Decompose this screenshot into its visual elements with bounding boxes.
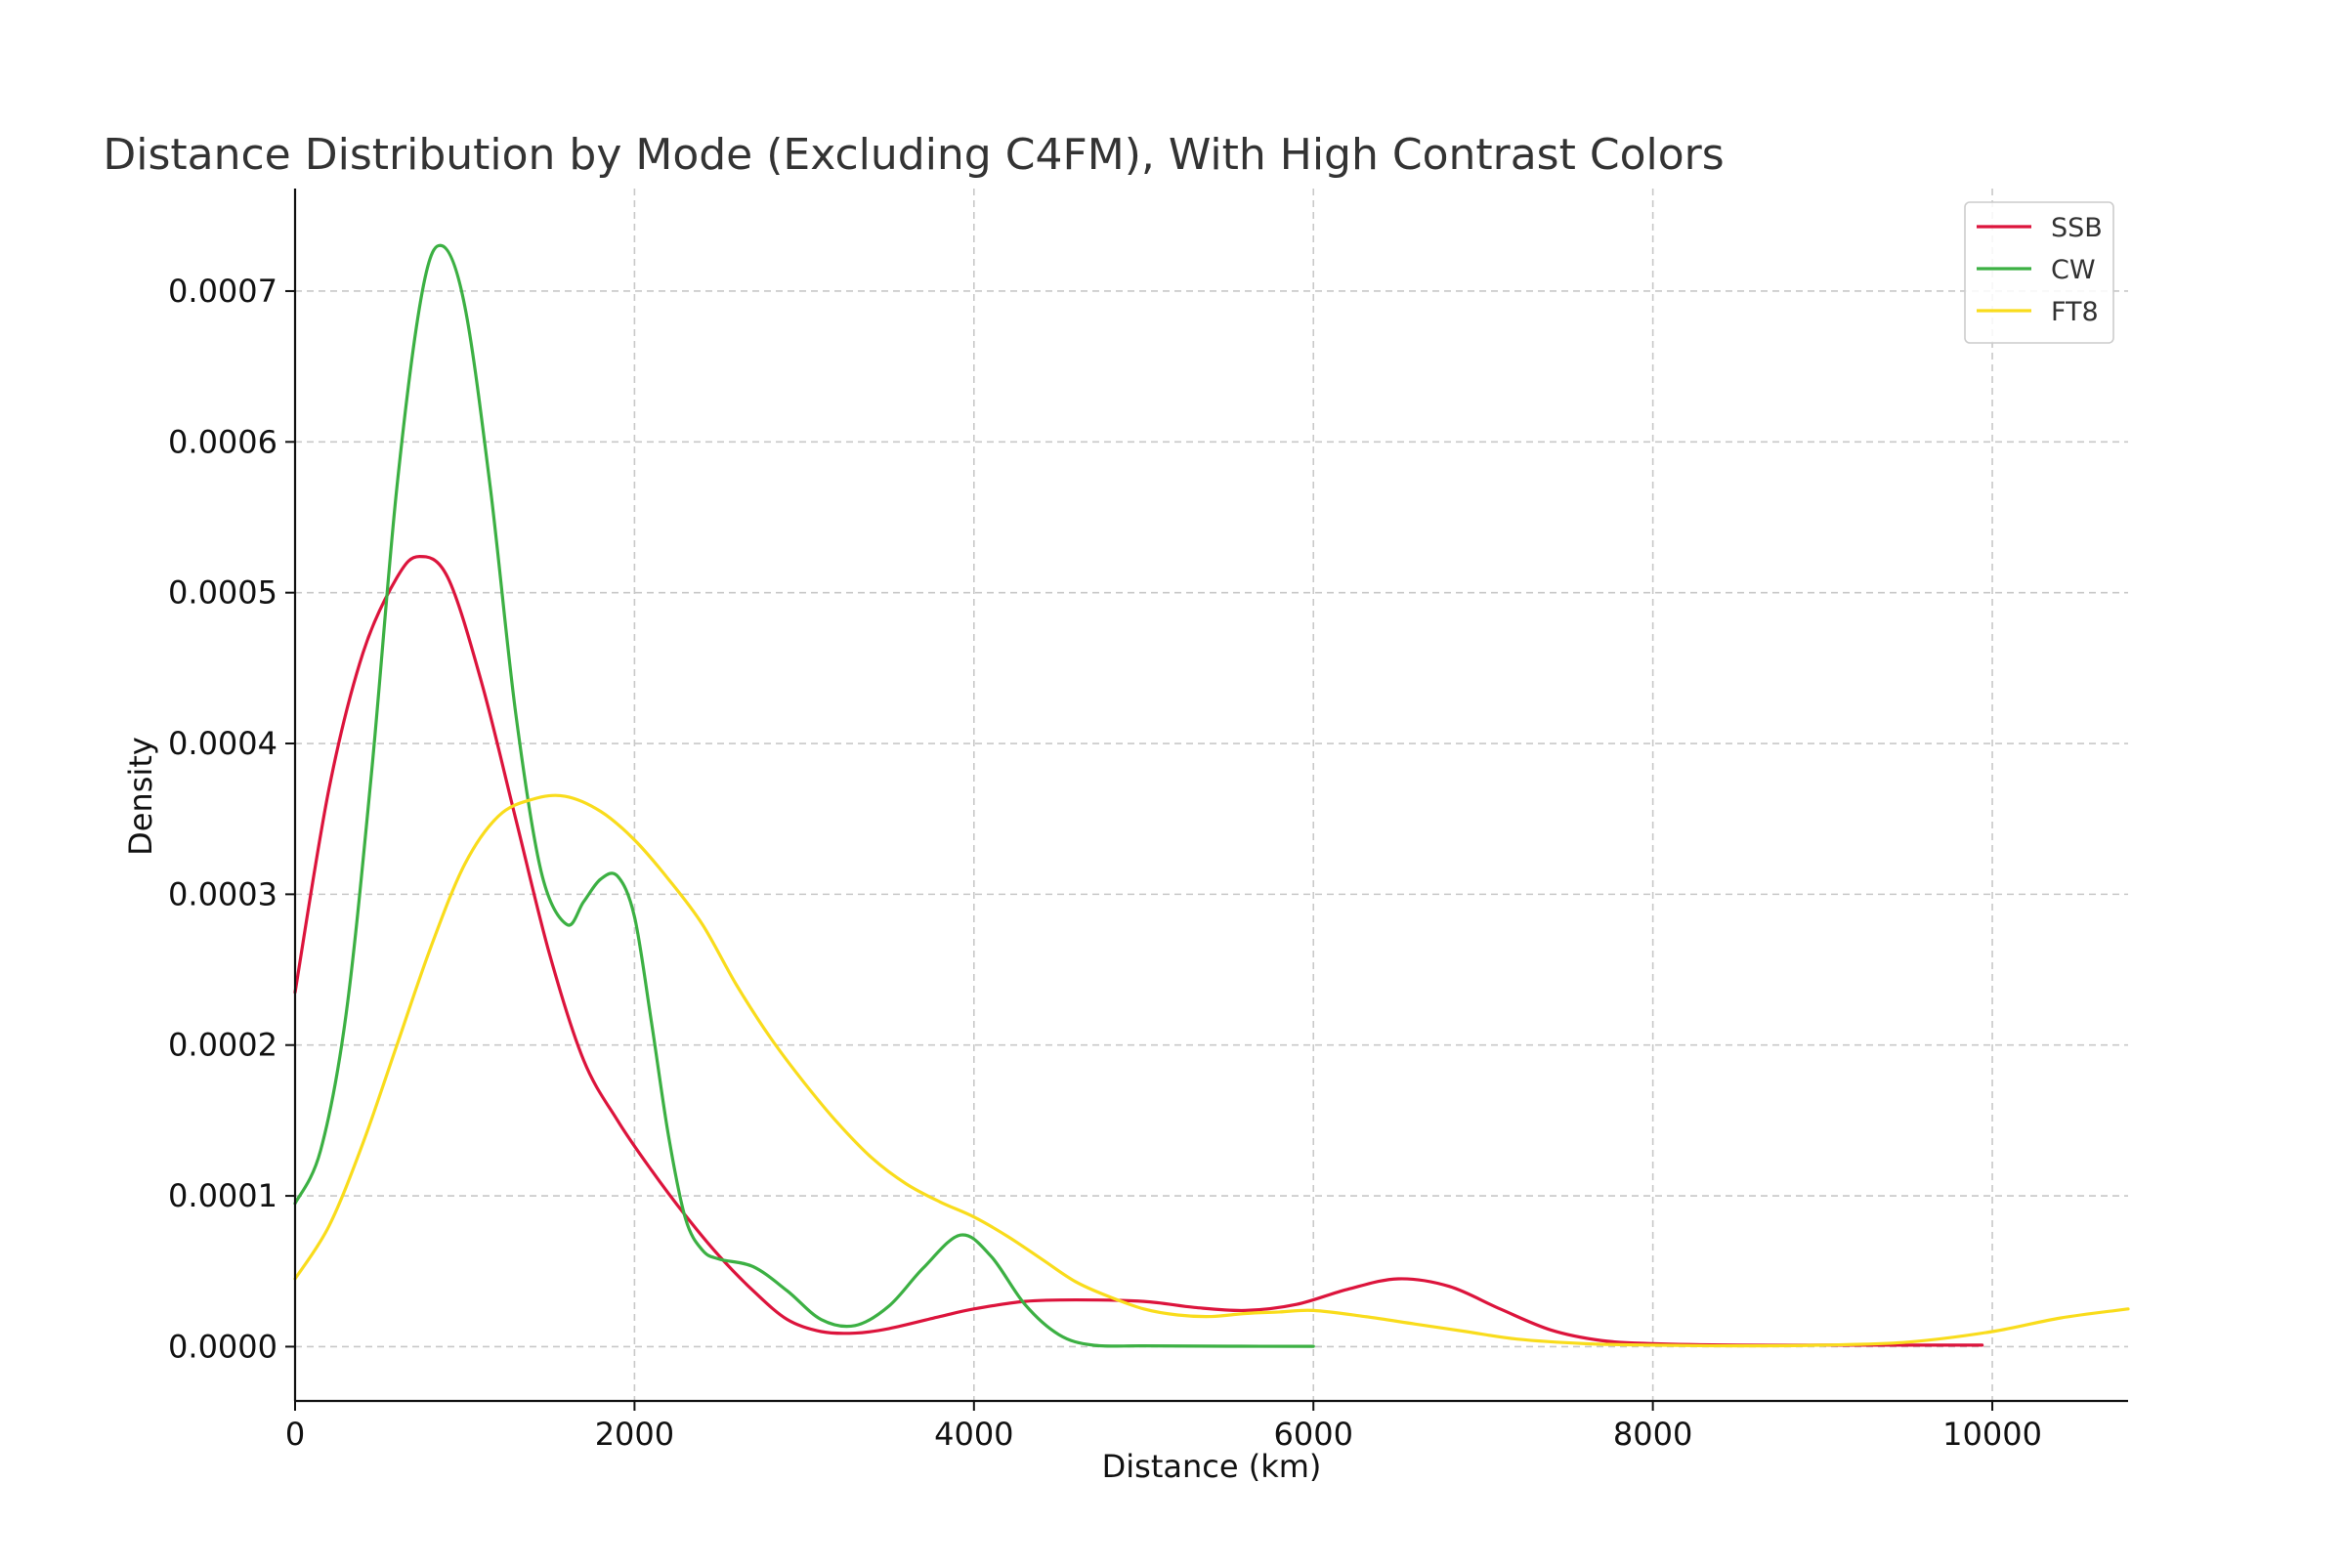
x-tick-label: 8000 <box>1613 1416 1692 1453</box>
legend-label-cw: CW <box>2051 255 2096 285</box>
y-tick-label: 0.0001 <box>168 1177 277 1214</box>
series-line-ssb <box>293 555 1984 1347</box>
series-layer <box>293 243 2130 1348</box>
x-tick-label: 2000 <box>595 1416 674 1453</box>
axes-layer <box>293 189 2128 1403</box>
chart-title: Distance Distribution by Mode (Excluding… <box>103 130 1724 180</box>
y-tick-label: 0.0004 <box>168 725 277 762</box>
y-tick-label: 0.0006 <box>168 423 277 460</box>
series-line-ft8 <box>293 793 2130 1348</box>
x-tick-label: 6000 <box>1274 1416 1353 1453</box>
legend-box <box>1964 201 2114 344</box>
legend-label-ssb: SSB <box>2051 213 2103 243</box>
grid-layer <box>294 189 2128 1401</box>
legend: SSB CW FT8 <box>1964 201 2114 344</box>
x-axis-label: Distance (km) <box>1102 1448 1322 1485</box>
y-tick-label: 0.0000 <box>168 1328 277 1365</box>
x-tick-label: 4000 <box>934 1416 1013 1453</box>
y-tick-label: 0.0007 <box>168 273 277 310</box>
x-tick-label: 0 <box>285 1416 305 1453</box>
y-axis-label: Density <box>122 737 159 856</box>
legend-label-ft8: FT8 <box>2051 297 2099 327</box>
y-tick-label: 0.0003 <box>168 875 277 912</box>
x-tick-label: 10000 <box>1942 1416 2042 1453</box>
series-line-cw <box>293 243 1315 1348</box>
y-tick-label: 0.0002 <box>168 1027 277 1064</box>
y-tick-label: 0.0005 <box>168 574 277 612</box>
ticks-layer: 0 2000 4000 6000 8000 10000 0.0000 0.0001 0.0002… <box>168 273 2042 1453</box>
